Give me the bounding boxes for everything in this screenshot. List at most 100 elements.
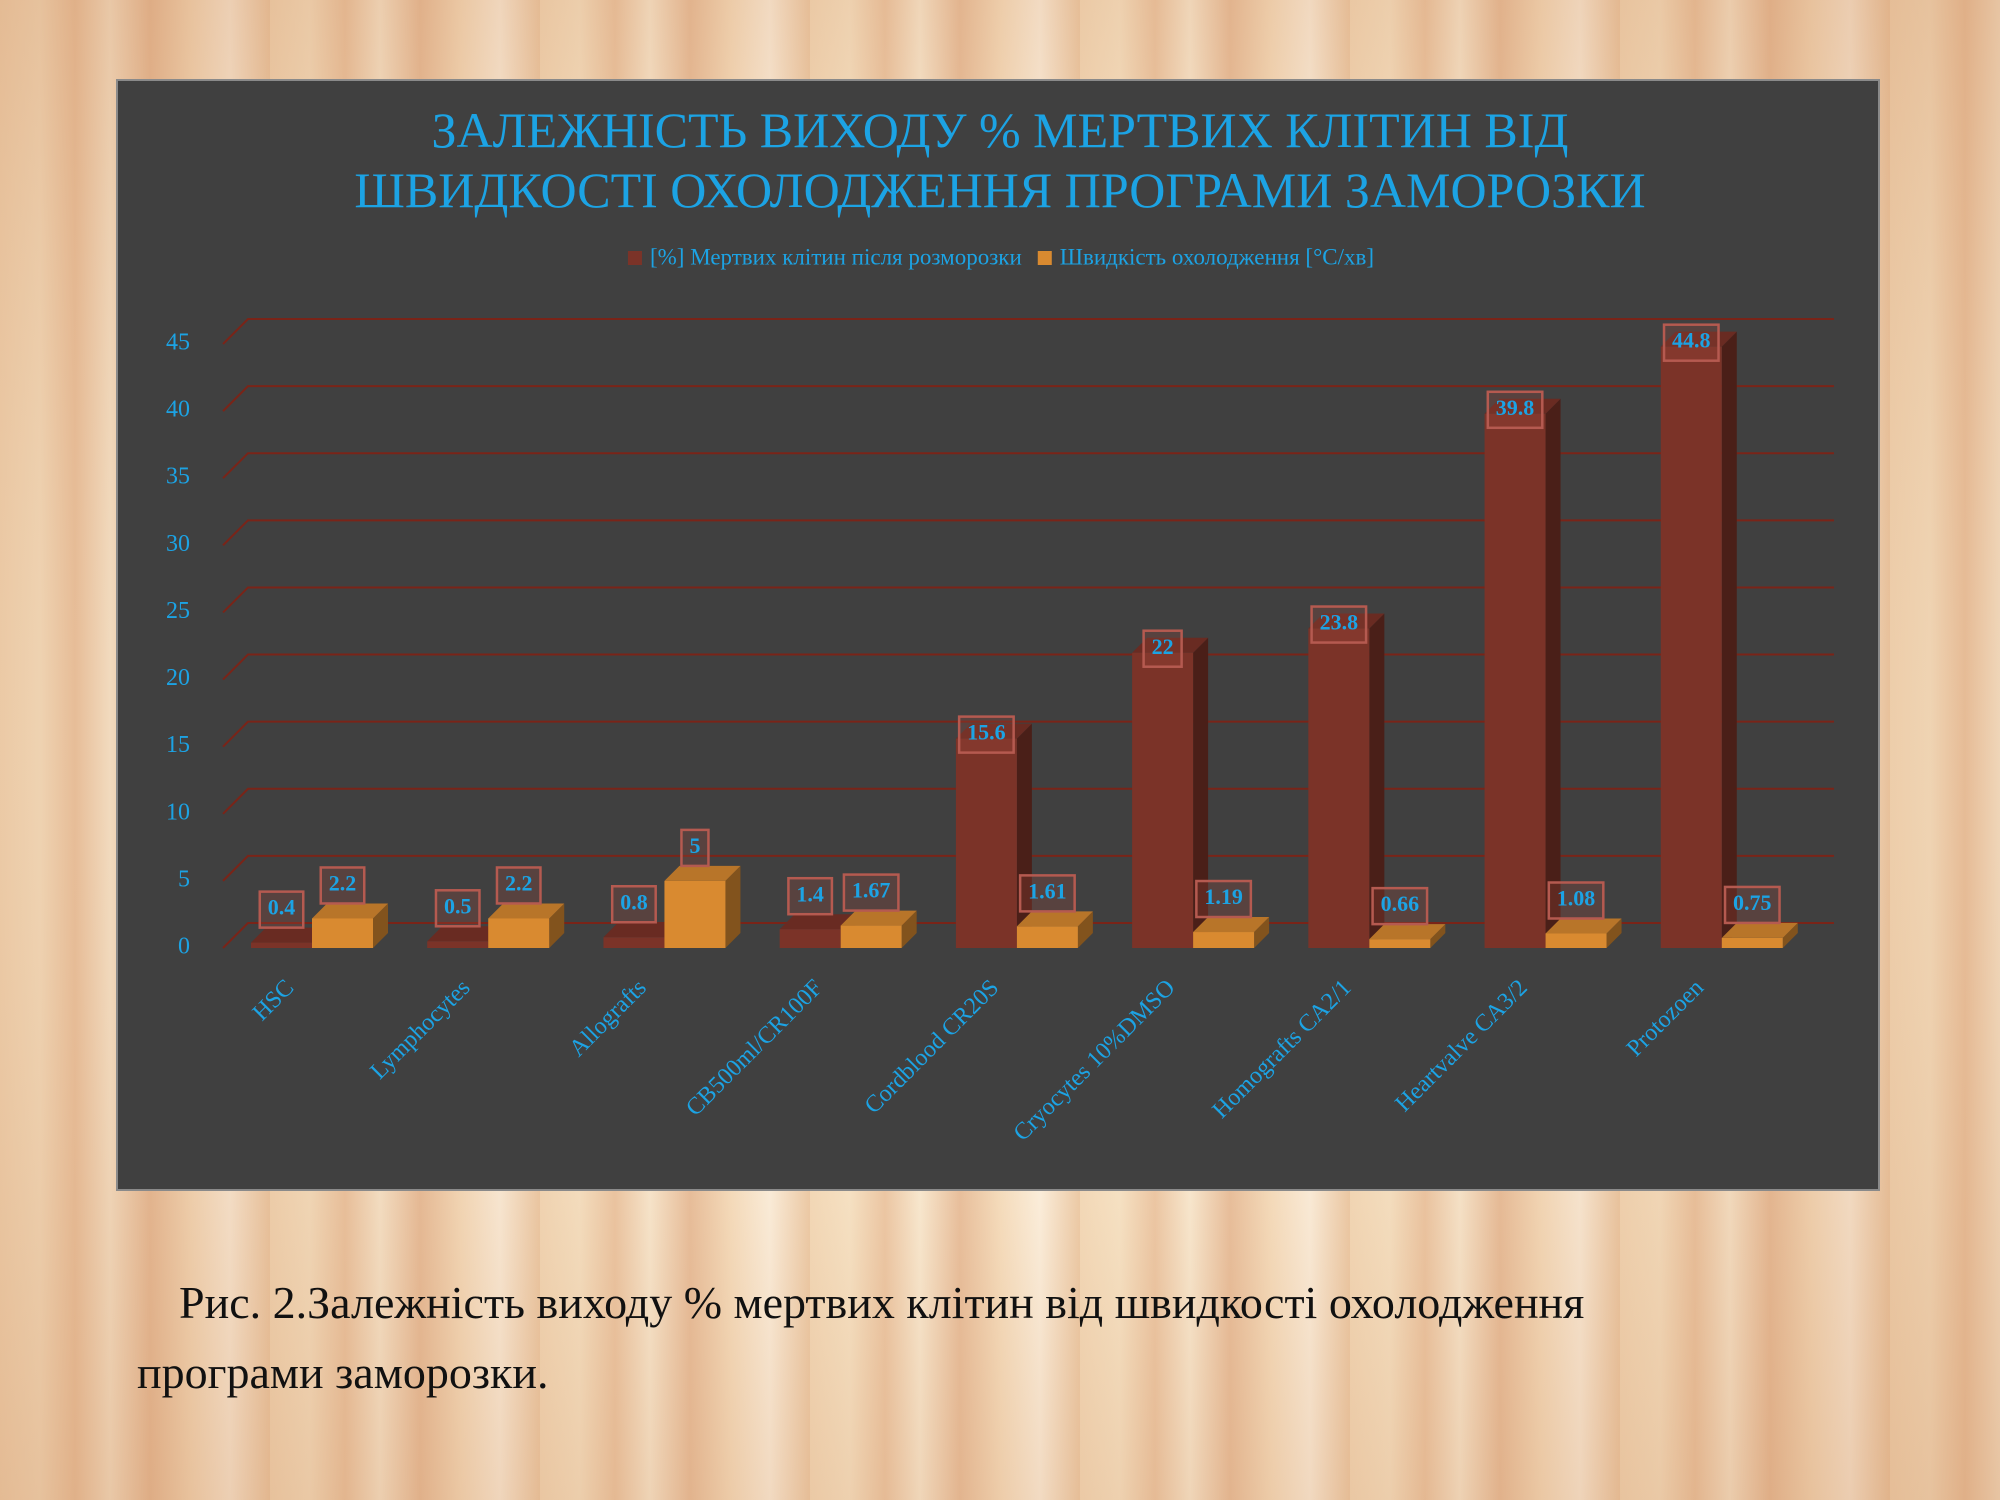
bar-side <box>1606 918 1622 948</box>
bar <box>1484 413 1546 949</box>
data-label: 2.2 <box>329 871 357 896</box>
legend-swatch <box>1037 251 1052 265</box>
data-label-box <box>680 828 710 868</box>
bar <box>779 929 841 948</box>
bar <box>1545 933 1607 948</box>
data-label: 15.6 <box>967 720 1006 745</box>
bar <box>312 918 373 948</box>
grid-line <box>222 854 1834 882</box>
data-label-box <box>842 873 900 912</box>
data-label-box <box>1142 629 1183 668</box>
data-label-box <box>1662 323 1720 362</box>
bar-top <box>488 903 565 919</box>
grid-line <box>222 586 1834 614</box>
data-label-box <box>1310 605 1368 644</box>
bar <box>1721 937 1783 948</box>
bar-side <box>1254 917 1270 948</box>
data-label-box <box>495 866 542 905</box>
bar <box>1016 926 1078 948</box>
data-label: 1.67 <box>852 878 891 903</box>
y-tick-label: 30 <box>166 531 190 557</box>
data-label: 0.4 <box>268 895 296 920</box>
data-label: 2.2 <box>505 871 533 896</box>
bar <box>1369 939 1431 948</box>
data-label-box <box>1486 390 1544 430</box>
bar-side <box>1721 331 1737 948</box>
bar <box>664 880 726 948</box>
data-label: 22 <box>1152 634 1174 659</box>
x-tick-label: Protozoen <box>1622 975 1709 1062</box>
data-label-box <box>610 885 657 924</box>
bar-side <box>1782 922 1798 948</box>
legend: [%] Мертвих клітин після розморозки Швидк… <box>627 244 1374 269</box>
bar-top <box>1016 911 1093 927</box>
bar-top <box>1721 922 1798 938</box>
data-label: 0.8 <box>620 889 648 914</box>
bar-top <box>664 865 741 881</box>
y-tick-label: 45 <box>166 330 190 356</box>
x-tick-label: CB500ml/CR100F <box>681 975 828 1122</box>
x-tick-label: Homografts CA2/1 <box>1208 975 1357 1124</box>
bar-top <box>840 910 917 926</box>
x-tick-label: Heartvalve CA3/2 <box>1390 975 1532 1117</box>
bar <box>488 918 550 948</box>
data-label: 5 <box>689 833 700 858</box>
y-tick-label: 25 <box>166 598 190 624</box>
bar-top <box>603 922 680 938</box>
legend-label: [%] Мертвих клітин після розморозки <box>650 244 1022 269</box>
y-tick-label: 10 <box>166 799 190 825</box>
bar <box>955 738 1017 948</box>
bar <box>603 937 665 948</box>
grid-line <box>222 720 1834 748</box>
chart-panel <box>116 79 1880 1191</box>
data-label-box <box>1371 886 1429 926</box>
data-label-box <box>787 876 834 916</box>
bar-side <box>1430 924 1446 948</box>
bar <box>251 942 312 948</box>
y-tick-label: 35 <box>166 464 190 490</box>
data-label-box <box>1723 885 1781 925</box>
x-tick-label: Cryocytes 10%DMSO <box>1009 975 1181 1147</box>
legend-swatch <box>627 251 642 265</box>
data-label: 1.19 <box>1204 884 1243 909</box>
bar-top <box>1132 637 1209 653</box>
x-tick-label: Cordblood CR20S <box>860 975 1004 1119</box>
bar-side <box>1077 911 1093 948</box>
y-tick-label: 20 <box>166 665 190 691</box>
bar-top <box>779 914 856 930</box>
bar-top <box>312 903 388 919</box>
bar-top <box>251 927 327 943</box>
data-label-box <box>1018 874 1076 913</box>
data-label-box <box>957 715 1015 754</box>
bar-top <box>1193 917 1270 933</box>
grid-line <box>222 653 1834 681</box>
x-tick-label: Lymphocytes <box>366 975 476 1085</box>
y-tick-label: 0 <box>178 934 190 960</box>
chart-title: ЗАЛЕЖНІСТЬ ВИХОДУ % МЕРТВИХ КЛІТИН ВІД Ш… <box>354 102 1646 218</box>
grid-line <box>222 787 1834 815</box>
bar-side <box>901 910 917 948</box>
grid-line <box>222 452 1834 479</box>
data-label-box <box>1195 879 1253 919</box>
grid-line <box>222 385 1834 412</box>
bar-top <box>1369 924 1446 940</box>
bar <box>1660 346 1722 948</box>
bar-top <box>427 926 504 942</box>
data-label: 0.75 <box>1733 890 1772 915</box>
y-tick-label: 40 <box>166 397 190 423</box>
data-label: 1.08 <box>1557 886 1596 911</box>
data-label: 44.8 <box>1672 328 1711 353</box>
data-label-box <box>319 866 366 905</box>
y-tick-label: 5 <box>178 866 190 892</box>
grid-line <box>222 318 1834 345</box>
bar-top <box>1545 918 1622 934</box>
bar-side <box>725 865 741 948</box>
data-label: 23.8 <box>1320 610 1359 635</box>
caption: Рис. 2.Залежність виходу % мертвих кліти… <box>137 1277 1585 1398</box>
bar-side <box>373 903 388 948</box>
data-label: 39.8 <box>1496 395 1535 420</box>
bar <box>840 925 902 948</box>
data-label-box <box>434 889 481 928</box>
